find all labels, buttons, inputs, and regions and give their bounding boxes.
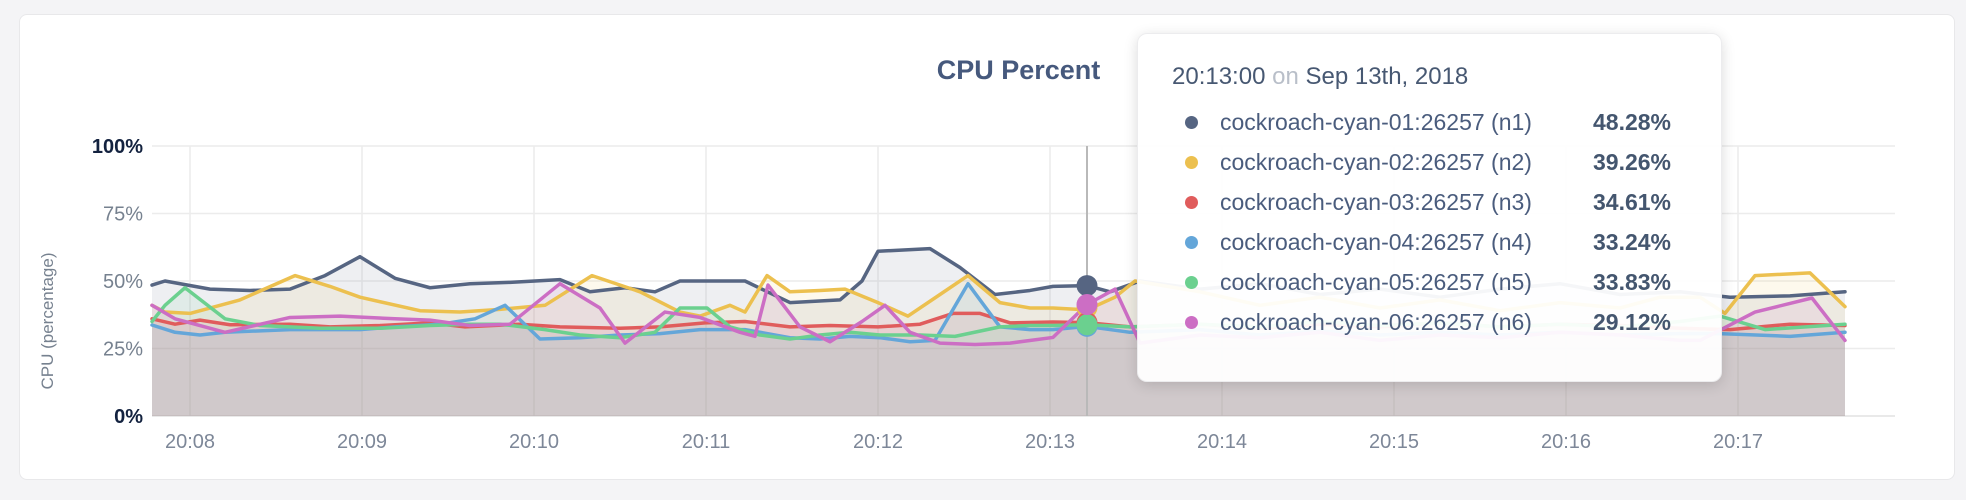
x-tick-label: 20:17 xyxy=(1713,431,1763,453)
x-tick-label: 20:13 xyxy=(1025,431,1075,453)
series-area-n6 xyxy=(152,283,1845,416)
x-tick-label: 20:10 xyxy=(509,431,559,453)
series-color-dot xyxy=(1185,115,1198,129)
hover-dot-n1 xyxy=(1076,275,1098,297)
tooltip-row: cockroach-cyan-05:26257 (n5) 33.83% xyxy=(1172,262,1671,302)
hover-tooltip: 20:13:00 on Sep 13th, 2018 cockroach-cya… xyxy=(1137,33,1722,382)
y-tick-label: 100% xyxy=(92,136,143,158)
series-name: cockroach-cyan-04:26257 (n4) xyxy=(1220,228,1532,255)
tooltip-row: cockroach-cyan-03:26257 (n3) 34.61% xyxy=(1172,182,1671,222)
series-color-dot xyxy=(1185,315,1198,329)
series-value: 39.26% xyxy=(1592,148,1671,175)
series-name: cockroach-cyan-03:26257 (n3) xyxy=(1220,188,1532,215)
series-color-dot xyxy=(1185,155,1198,169)
series-color-dot xyxy=(1185,275,1198,289)
series-name: cockroach-cyan-05:26257 (n5) xyxy=(1220,268,1532,295)
x-tick-label: 20:15 xyxy=(1369,431,1419,453)
y-tick-label: 75% xyxy=(103,204,143,226)
series-area-n5 xyxy=(152,287,1845,416)
series-color-dot xyxy=(1185,235,1198,249)
y-tick-label: 25% xyxy=(103,339,143,361)
tooltip-series-list: cockroach-cyan-01:26257 (n1) 48.28% cockro… xyxy=(1172,102,1671,342)
x-tick-label: 20:08 xyxy=(165,431,215,453)
chart-title: CPU Percent xyxy=(936,55,1101,85)
tooltip-row: cockroach-cyan-04:26257 (n4) 33.24% xyxy=(1172,222,1671,262)
series-area-n4 xyxy=(152,283,1845,416)
tooltip-row: cockroach-cyan-01:26257 (n1) 48.28% xyxy=(1172,102,1671,142)
x-tick-label: 20:09 xyxy=(337,431,387,453)
x-tick-label: 20:16 xyxy=(1541,431,1591,453)
hover-dot-n6 xyxy=(1076,293,1098,315)
tooltip-row: cockroach-cyan-02:26257 (n2) 39.26% xyxy=(1172,142,1671,182)
series-value: 33.24% xyxy=(1592,228,1671,255)
tooltip-on-word: on xyxy=(1272,63,1299,90)
series-value: 34.61% xyxy=(1592,188,1671,215)
series-value: 48.28% xyxy=(1592,108,1671,135)
hover-dot-n5 xyxy=(1076,314,1098,336)
series-name: cockroach-cyan-06:26257 (n6) xyxy=(1220,308,1532,335)
y-tick-label: 0% xyxy=(114,406,143,428)
x-tick-label: 20:14 xyxy=(1197,431,1247,453)
tooltip-row: cockroach-cyan-06:26257 (n6) 29.12% xyxy=(1172,302,1671,342)
x-tick-label: 20:11 xyxy=(682,431,731,453)
tooltip-timestamp: 20:13:00 on Sep 13th, 2018 xyxy=(1172,60,1671,94)
series-color-dot xyxy=(1185,195,1198,209)
series-value: 29.12% xyxy=(1592,308,1671,335)
tooltip-time: 20:13:00 xyxy=(1172,63,1266,90)
series-name: cockroach-cyan-02:26257 (n2) xyxy=(1220,148,1532,175)
x-tick-label: 20:12 xyxy=(853,431,903,453)
series-name: cockroach-cyan-01:26257 (n1) xyxy=(1220,108,1532,135)
series-value: 33.83% xyxy=(1592,268,1671,295)
y-tick-label: 50% xyxy=(103,271,143,293)
tooltip-date: Sep 13th, 2018 xyxy=(1305,63,1469,90)
